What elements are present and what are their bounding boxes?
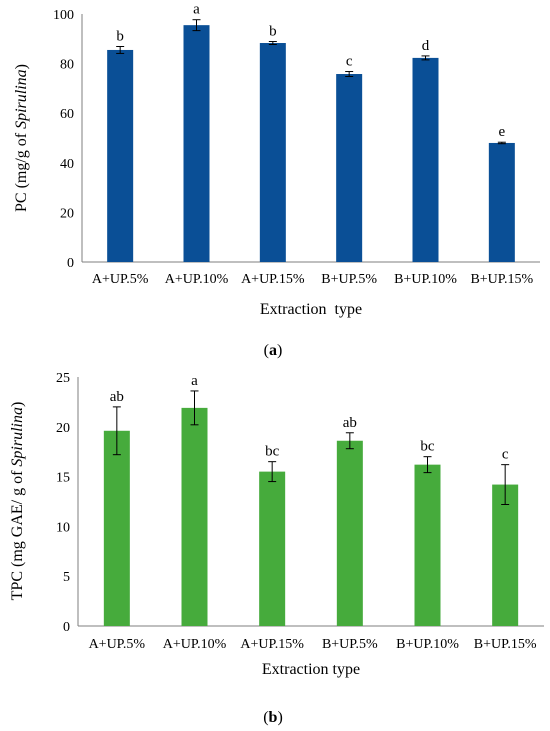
significance-letter: d: [422, 38, 430, 54]
bar: [183, 25, 210, 262]
y-axis-title-part: Spirulina: [9, 407, 26, 467]
x-tick-label: B+UP.15%: [474, 637, 537, 652]
bar: [488, 142, 515, 262]
significance-letter: b: [116, 28, 124, 44]
error-bar: [423, 456, 432, 474]
significance-letter: bc: [420, 439, 435, 455]
y-tick-label: 0: [63, 620, 70, 635]
panel-label: (a): [264, 342, 283, 359]
bar: [259, 43, 286, 263]
error-bar: [268, 461, 277, 483]
y-tick-label: 25: [56, 371, 70, 386]
panel-letter: a: [269, 342, 277, 359]
x-tick-label: A+UP.15%: [241, 272, 305, 287]
y-tick-label: 60: [60, 107, 74, 122]
significance-letter: c: [346, 54, 353, 70]
error-bar: [116, 45, 125, 54]
y-axis-title-part: PC (mg/g of: [13, 129, 30, 212]
y-tick-labels: 0 5 10 15 20 25: [56, 371, 70, 635]
error-bar: [497, 141, 506, 145]
x-tick-label: A+UP.5%: [92, 272, 149, 287]
y-axis-title-part: Spirulina: [13, 69, 30, 129]
bar: [414, 464, 441, 626]
x-axis-title: Extraction type: [262, 661, 360, 678]
y-tick-label: 40: [60, 157, 74, 172]
x-tick-label: B+UP.10%: [396, 637, 459, 652]
y-axis-title-part: ): [13, 64, 30, 69]
y-tick-label: 15: [56, 471, 70, 486]
x-tick-labels: A+UP.5% A+UP.10% A+UP.15% B+UP.5% B+UP.10% B+…: [92, 272, 534, 287]
x-axis-title: Extraction type: [260, 301, 362, 318]
x-tick-label: B+UP.10%: [394, 272, 457, 287]
error-bar: [501, 464, 510, 505]
bar: [336, 74, 363, 263]
y-axis-title-part: ): [9, 402, 26, 407]
y-tick-labels: 0 20 40 60 80 100: [53, 8, 74, 271]
bar: [181, 407, 208, 626]
y-tick-label: 20: [56, 421, 70, 436]
y-axis-title: TPC (mg GAE/ g of Spirulina): [9, 402, 26, 601]
error-bar: [345, 432, 354, 450]
bar: [107, 49, 134, 263]
x-tick-label: B+UP.15%: [470, 272, 533, 287]
y-tick-label: 5: [63, 570, 70, 585]
significance-letter: a: [191, 373, 198, 389]
y-tick-label: 0: [67, 256, 74, 271]
bars: b a b c d e: [107, 2, 515, 263]
x-tick-label: B+UP.5%: [321, 272, 377, 287]
bar: [103, 430, 130, 626]
significance-letter: e: [498, 124, 505, 140]
bar: [492, 484, 519, 626]
y-axis-title: PC (mg/g of Spirulina): [13, 64, 30, 212]
bars: ab a bc ab bc c: [103, 373, 519, 626]
y-tick-label: 10: [56, 520, 70, 535]
bar: [336, 440, 363, 626]
x-tick-label: B+UP.5%: [322, 637, 378, 652]
x-tick-labels: A+UP.5% A+UP.10% A+UP.15% B+UP.5% B+UP.10% B+…: [89, 637, 537, 652]
bar: [412, 57, 439, 263]
significance-letter: ab: [110, 389, 124, 405]
y-tick-label: 20: [60, 206, 74, 221]
error-bar: [268, 41, 277, 46]
error-bar: [192, 19, 201, 32]
bar: [259, 471, 286, 626]
x-tick-label: A+UP.10%: [165, 272, 229, 287]
significance-letter: bc: [265, 444, 280, 460]
significance-letter: ab: [343, 415, 357, 431]
y-tick-label: 80: [60, 58, 74, 73]
significance-letter: b: [269, 24, 277, 40]
x-tick-label: A+UP.15%: [240, 637, 304, 652]
error-bar: [190, 390, 199, 426]
error-bar: [112, 406, 121, 456]
y-tick-label: 100: [53, 8, 74, 23]
y-axis-title-part: TPC (mg GAE/ g of: [9, 467, 26, 601]
error-bar: [421, 55, 430, 61]
x-tick-label: A+UP.10%: [163, 637, 227, 652]
error-bar: [345, 71, 354, 77]
significance-letter: a: [193, 2, 200, 18]
x-tick-label: A+UP.5%: [89, 637, 146, 652]
panel-label: (b): [263, 709, 283, 726]
panel-letter: b: [269, 709, 278, 726]
significance-letter: c: [502, 447, 509, 463]
